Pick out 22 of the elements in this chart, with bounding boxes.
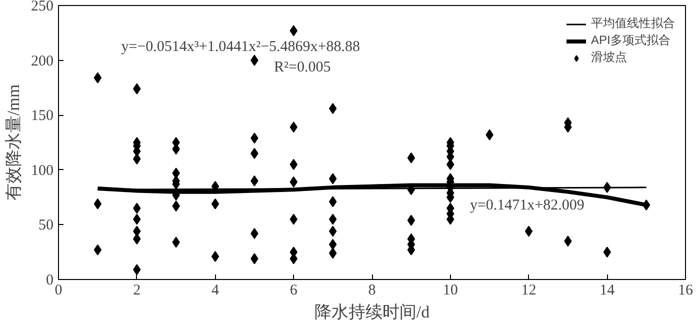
- x-tick-label: 16: [678, 282, 694, 298]
- y-tick-label: 150: [31, 108, 54, 124]
- y-tick-label: 0: [46, 272, 54, 288]
- y-axis-title: 有效降水量/mm: [4, 84, 23, 201]
- annotation: R²=0.005: [274, 60, 331, 76]
- x-tick-label: 4: [212, 282, 220, 298]
- x-tick-label: 6: [290, 282, 298, 298]
- y-tick-label: 100: [31, 162, 54, 179]
- annotation: y=0.1471x+82.009: [470, 198, 584, 214]
- x-tick-label: 10: [442, 282, 458, 298]
- x-tick-label: 8: [368, 282, 376, 298]
- annotation: y=−0.0514x³+1.0441x²−5.4869x+88.88: [121, 38, 360, 55]
- x-tick-label: 12: [521, 282, 536, 298]
- x-tick-label: 14: [600, 282, 616, 298]
- y-tick-label: 200: [31, 53, 54, 70]
- x-axis-title: 降水持续时间/d: [314, 302, 430, 322]
- legend-label: 平均值线性拟合: [591, 15, 675, 32]
- x-tick-label: 2: [133, 282, 141, 298]
- y-tick-label: 250: [31, 0, 54, 14]
- legend-label: API多项式拟合: [591, 32, 670, 49]
- y-tick-label: 50: [38, 218, 54, 234]
- legend-label: 滑坡点: [591, 49, 627, 66]
